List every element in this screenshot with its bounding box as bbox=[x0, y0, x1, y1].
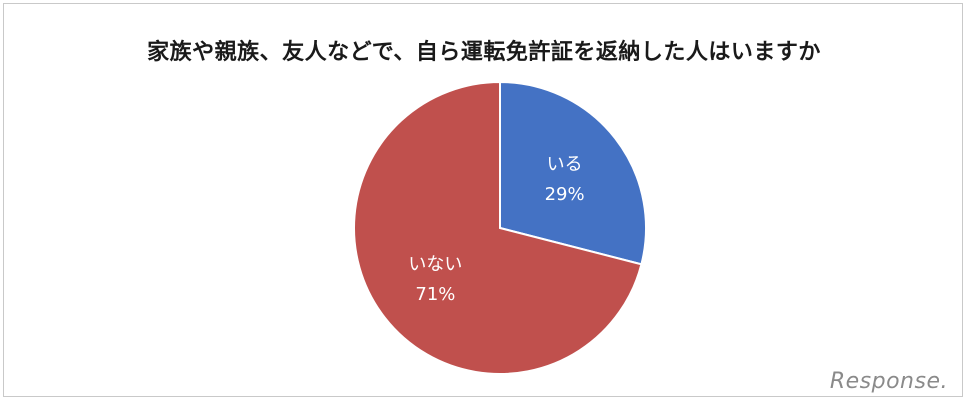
pie-labels: いる 29% いない 71% bbox=[408, 154, 584, 305]
slice-label-1: いない bbox=[408, 254, 462, 275]
watermark-text: Response. bbox=[829, 369, 948, 394]
pie-slices bbox=[353, 80, 647, 375]
response-watermark: Response. bbox=[830, 369, 948, 394]
pie-slice-0 bbox=[499, 80, 647, 266]
chart-title: 家族や親族、友人などで、自ら運転免許証を返納した人はいますか bbox=[147, 40, 821, 65]
slice-label-0: いる bbox=[547, 154, 583, 175]
slice-value-label-1: 71% bbox=[415, 284, 455, 305]
pie-slice-1 bbox=[353, 80, 643, 375]
slice-value-label-0: 29% bbox=[545, 184, 585, 205]
